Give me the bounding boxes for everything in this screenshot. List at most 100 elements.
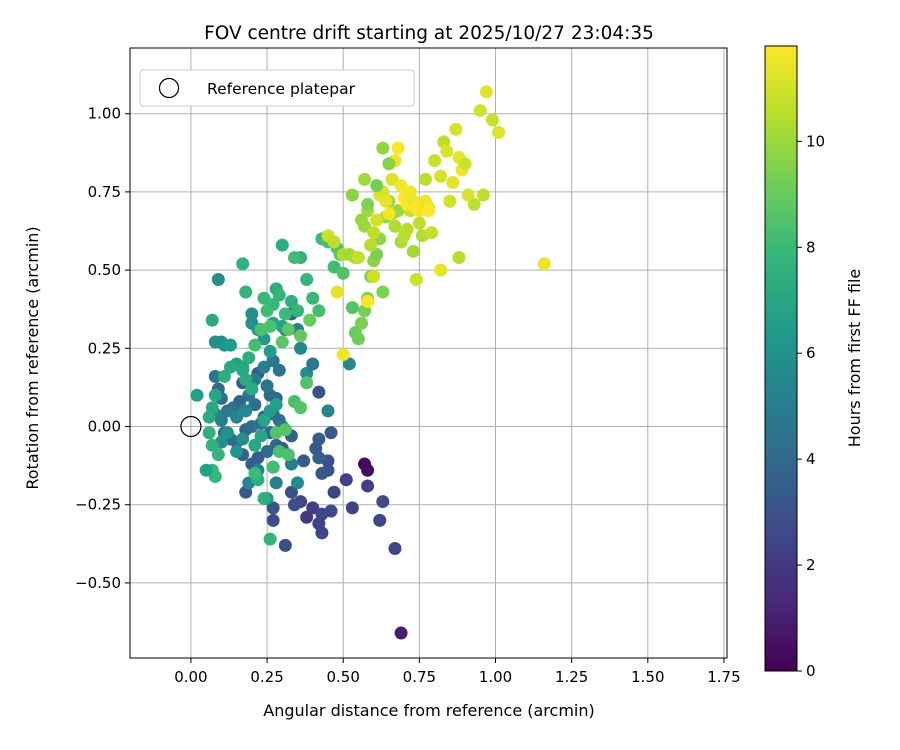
data-point [312,304,326,318]
colorbar-tick-label: 4 [806,450,816,468]
data-point [281,448,295,462]
data-point [248,398,262,412]
data-point [479,85,493,99]
data-point [291,476,305,490]
data-point [385,172,399,186]
data-point [230,410,244,424]
data-point [492,125,506,139]
data-point [278,538,292,552]
data-point [214,413,228,427]
x-tick-label: 1.25 [555,668,588,686]
legend-box [139,69,415,107]
data-point [428,154,442,168]
legend-entry-reference: Reference platepar [207,80,356,98]
colorbar-tick-label: 0 [806,662,816,680]
data-point [400,222,414,236]
data-point [409,272,423,286]
data-point [236,257,250,271]
data-point [284,485,298,499]
data-point [342,357,356,371]
plot-area [130,48,727,658]
y-axis: −0.50 −0.25 0.00 0.25 0.50 0.75 1.00 [75,105,130,592]
data-point [257,491,271,505]
data-point [412,216,426,230]
data-point [205,313,219,327]
data-point [440,144,454,158]
chart-title: FOV centre drift starting at 2025/10/27 … [204,23,654,44]
y-axis-label: Rotation from reference (arcmin) [23,226,42,489]
data-point [217,369,231,383]
x-axis-label: Angular distance from reference (arcmin) [263,701,594,720]
data-point [263,532,277,546]
data-point [199,463,213,477]
data-point [260,379,274,393]
data-point [388,219,402,233]
data-point [287,498,301,512]
data-point [257,291,271,305]
data-point [202,426,216,440]
data-point [303,313,317,327]
data-point [220,426,234,440]
data-point [376,141,390,155]
data-point [211,448,225,462]
y-tick-label: 0.25 [88,339,121,357]
data-point [224,360,238,374]
colorbar [764,45,798,672]
data-point [452,251,466,265]
data-point [382,207,396,221]
data-point [291,304,305,318]
y-tick-label: 0.50 [88,261,121,279]
data-point [351,251,365,265]
y-tick-label: 0.75 [88,183,121,201]
data-point [446,176,460,190]
data-point [367,226,381,240]
data-point [257,413,271,427]
data-point [300,272,314,286]
data-point [394,179,408,193]
colorbar-tick-label: 2 [806,556,816,574]
x-tick-label: 0.75 [403,668,436,686]
x-tick-label: 0.00 [174,668,207,686]
data-point [239,404,253,418]
data-point [330,285,344,299]
data-point [294,329,308,343]
data-point [537,257,551,271]
data-point [284,294,298,308]
colorbar-label: Hours from first FF file [845,269,864,448]
data-point [208,369,222,383]
data-point [373,513,387,527]
data-point [351,332,365,346]
data-point [220,404,234,418]
data-point [297,454,311,468]
reference-marker [180,415,202,438]
data-point [336,348,350,362]
data-point [211,272,225,286]
data-point [254,429,268,443]
data-point [266,460,280,474]
data-point [245,307,259,321]
data-point [358,172,372,186]
data-point [260,445,274,459]
data-point [406,244,420,258]
colorbar-tick-label: 6 [806,344,816,362]
data-point [361,197,375,211]
x-axis: 0.00 0.25 0.50 0.75 1.00 1.25 1.50 1.75 [174,658,741,686]
data-point [300,366,314,380]
data-point [418,172,432,186]
data-point [245,382,259,396]
data-point [230,445,244,459]
data-point [266,501,280,515]
data-point [379,194,393,208]
data-point [239,285,253,299]
data-point [236,363,250,377]
data-point [327,235,341,249]
data-point [190,388,204,402]
data-point [461,188,475,202]
data-point [306,357,320,371]
data-point [473,104,487,118]
data-point [260,304,274,318]
data-point [208,388,222,402]
x-tick-label: 0.50 [327,668,360,686]
data-point [321,404,335,418]
data-point [345,501,359,515]
